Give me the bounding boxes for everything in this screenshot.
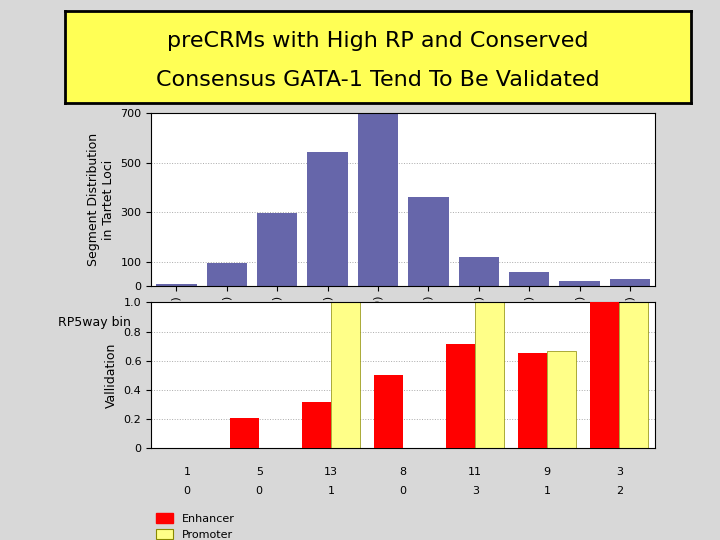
Bar bbox=[207, 263, 247, 286]
Bar bbox=[518, 353, 547, 448]
Bar bbox=[547, 350, 576, 448]
Bar bbox=[408, 197, 449, 286]
Bar bbox=[509, 272, 549, 286]
Bar bbox=[156, 284, 197, 286]
Text: 0: 0 bbox=[184, 486, 191, 496]
Text: 9: 9 bbox=[544, 467, 551, 477]
Bar bbox=[358, 113, 398, 286]
Text: 3: 3 bbox=[472, 486, 479, 496]
Text: RP5way bin: RP5way bin bbox=[58, 316, 130, 329]
Bar bbox=[446, 344, 475, 448]
Text: 1: 1 bbox=[184, 467, 191, 477]
Text: Consensus GATA-1 Tend To Be Validated: Consensus GATA-1 Tend To Be Validated bbox=[156, 70, 600, 90]
Text: 5: 5 bbox=[256, 467, 263, 477]
Bar bbox=[619, 302, 648, 448]
Text: 0: 0 bbox=[400, 486, 407, 496]
Bar bbox=[302, 402, 331, 448]
Bar bbox=[610, 279, 650, 286]
Bar bbox=[459, 256, 499, 286]
Bar bbox=[307, 152, 348, 286]
Bar bbox=[257, 213, 297, 286]
Legend: Enhancer, Promoter: Enhancer, Promoter bbox=[152, 509, 239, 540]
Bar bbox=[230, 417, 259, 448]
Text: 1: 1 bbox=[544, 486, 551, 496]
Text: 13: 13 bbox=[324, 467, 338, 477]
Text: 1: 1 bbox=[328, 486, 335, 496]
Bar bbox=[475, 302, 504, 448]
Bar bbox=[590, 302, 619, 448]
Text: preCRMs with High RP and Conserved: preCRMs with High RP and Conserved bbox=[167, 31, 589, 51]
Text: 0: 0 bbox=[256, 486, 263, 496]
Text: 3: 3 bbox=[616, 467, 623, 477]
Text: 11: 11 bbox=[468, 467, 482, 477]
Bar bbox=[374, 375, 403, 448]
Bar bbox=[559, 281, 600, 286]
Y-axis label: Segment Distribution
in Tartet Loci: Segment Distribution in Tartet Loci bbox=[87, 133, 114, 266]
Bar bbox=[331, 302, 360, 448]
Text: 8: 8 bbox=[400, 467, 407, 477]
Y-axis label: Vallidation: Vallidation bbox=[105, 342, 118, 408]
Text: 2: 2 bbox=[616, 486, 623, 496]
